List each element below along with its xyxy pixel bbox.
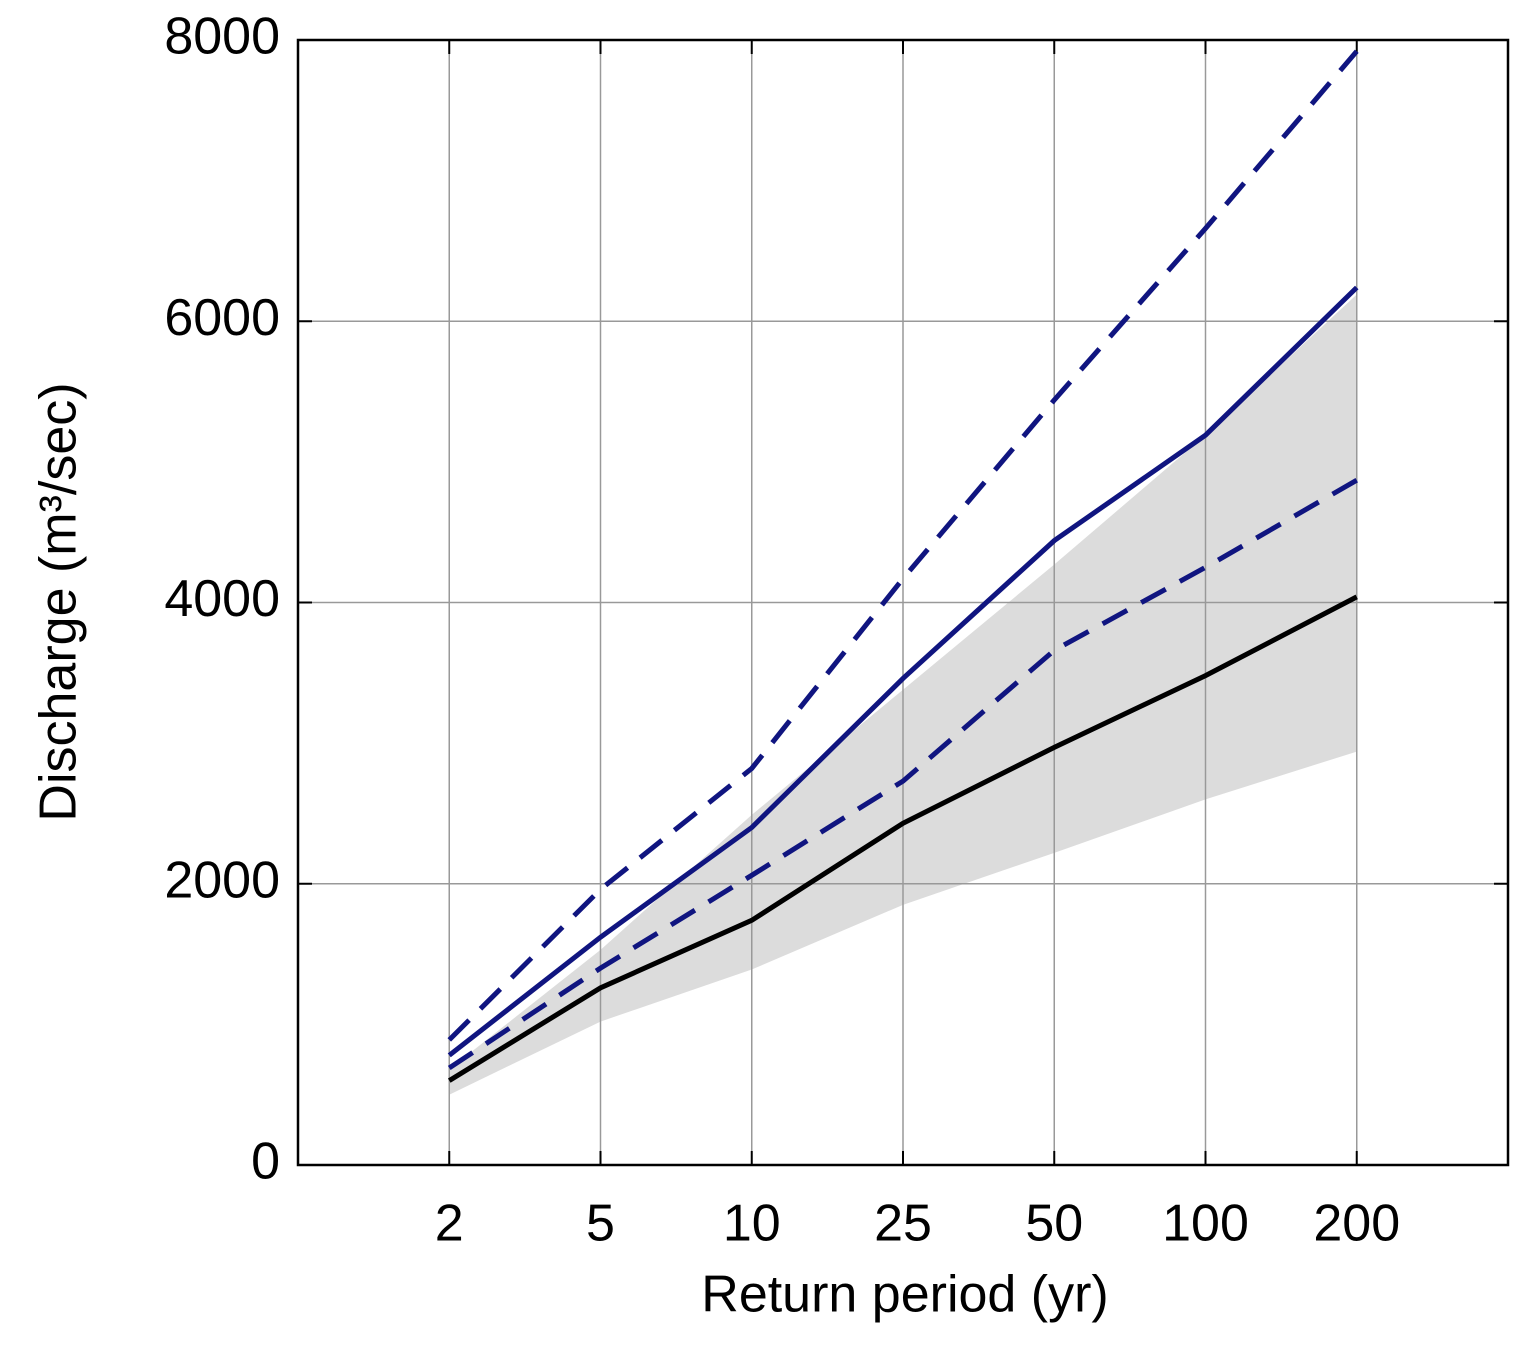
line-series (447, 49, 1359, 1042)
x-tick-label: 100 (1162, 1195, 1249, 1253)
y-tick-label: 0 (251, 1133, 280, 1191)
x-tick-label: 50 (1025, 1195, 1083, 1253)
x-tick-label: 10 (723, 1195, 781, 1253)
y-tick-label: 6000 (164, 289, 280, 347)
x-axis-label: Return period (yr) (701, 1266, 1108, 1324)
x-tick-label: 5 (586, 1195, 615, 1253)
line-series (447, 594, 1358, 1083)
plot-frame (296, 38, 1510, 1167)
line-series (447, 477, 1358, 1071)
y-tick-label: 4000 (164, 570, 280, 628)
line-series (447, 285, 1359, 1058)
y-axis-label: Discharge (m³/sec) (30, 382, 88, 821)
x-tick-label: 25 (874, 1195, 932, 1253)
y-tick-label: 2000 (164, 851, 280, 909)
y-tick-label: 8000 (164, 8, 280, 66)
x-tick-label: 200 (1313, 1195, 1400, 1253)
x-tick-label: 2 (435, 1195, 464, 1253)
